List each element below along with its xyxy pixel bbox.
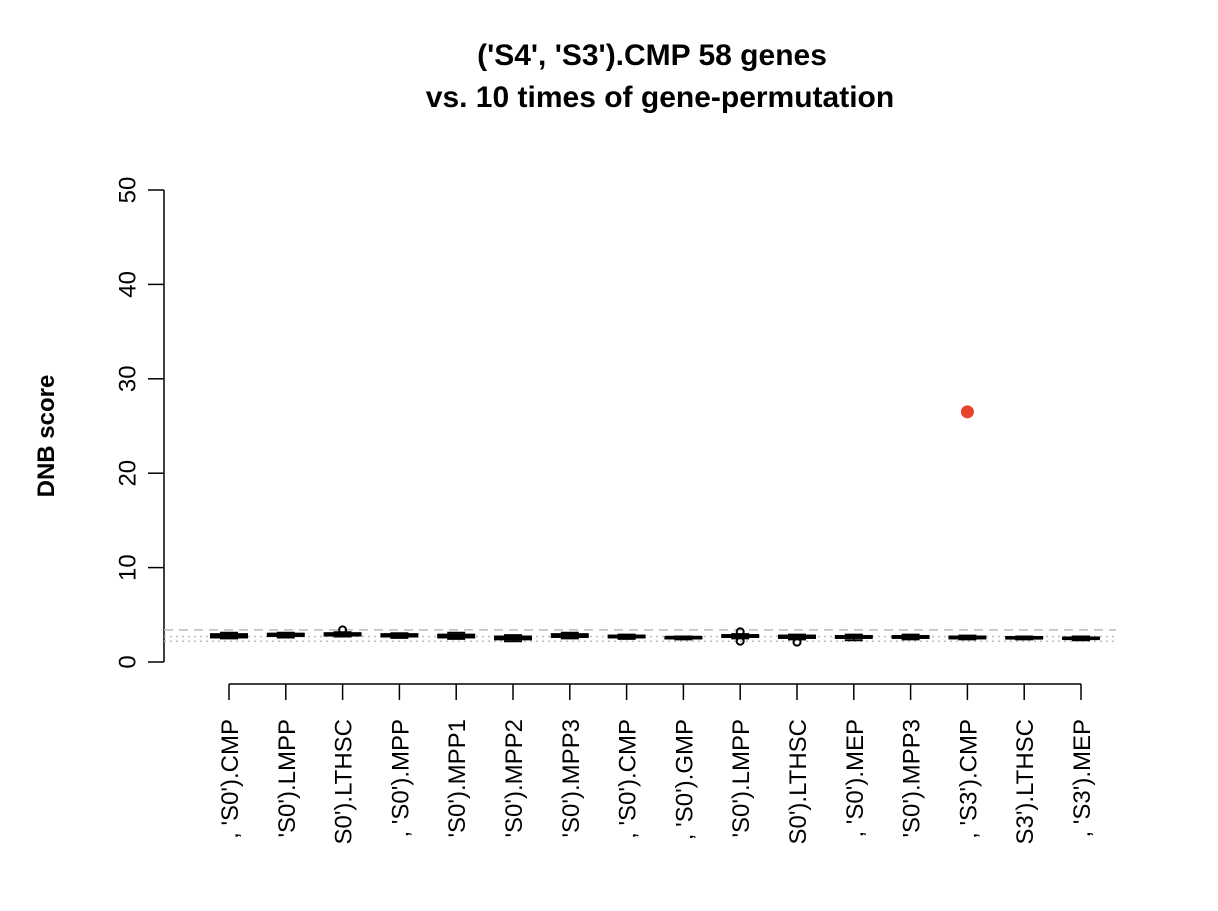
- x-tick-label: , 'S0').MPP: [387, 719, 414, 838]
- y-tick-label: 20: [115, 460, 142, 487]
- x-tick-label: , 'S0').MEP: [842, 719, 869, 838]
- box-plot: [891, 633, 930, 641]
- y-tick-label: 40: [115, 271, 142, 298]
- box-outlier: [338, 625, 348, 635]
- x-tick-label: 'S0').MPP2: [501, 719, 528, 838]
- x-axis: , 'S0').CMP 'S0').LMPP S0').LTHSC , 'S0').M…: [217, 683, 1096, 845]
- box-plot: [948, 634, 987, 641]
- box-plot: [721, 627, 760, 646]
- box-plot: [607, 633, 646, 640]
- y-tick-label: 0: [115, 655, 142, 668]
- observed-score-point: [960, 405, 974, 419]
- box-plot: [494, 634, 532, 643]
- box-plot: [380, 632, 419, 639]
- box-outlier: [792, 637, 802, 647]
- chart-title-line-1: ('S4', 'S3').CMP 58 genes: [477, 39, 827, 72]
- x-tick-label: , 'S3').CMP: [955, 719, 982, 839]
- box-plot: [778, 633, 816, 647]
- box-plot: [437, 631, 476, 640]
- box-plot: [550, 631, 589, 640]
- x-tick-label: , 'S0').CMP: [217, 719, 244, 839]
- y-axis-title: DNB score: [33, 375, 60, 498]
- x-tick-label: 'S0').LMPP: [728, 719, 755, 838]
- box-plot: [210, 631, 248, 640]
- y-tick-label: 50: [115, 177, 142, 204]
- x-tick-label: 'S0').MPP3: [899, 719, 926, 838]
- y-tick-label: 10: [115, 554, 142, 581]
- chart-title-line-2: vs. 10 times of gene-permutation: [426, 81, 894, 114]
- box-plot: [664, 635, 703, 641]
- box-outlier: [735, 636, 745, 646]
- box-plot: [1062, 635, 1100, 642]
- box-plot: [834, 633, 873, 642]
- x-tick-label: 'S0').LMPP: [274, 719, 301, 838]
- x-tick-label: , 'S0').CMP: [615, 719, 642, 839]
- box-plot: [266, 631, 305, 639]
- box-plot: [323, 625, 362, 638]
- x-tick-label: S0').LTHSC: [785, 719, 812, 845]
- x-tick-label: , 'S3').MEP: [1069, 719, 1096, 838]
- box-series: [210, 625, 1100, 647]
- x-tick-label: S0').LTHSC: [331, 719, 358, 845]
- box-plot: [1005, 635, 1044, 641]
- x-tick-label: S3').LTHSC: [1012, 719, 1039, 845]
- x-tick-label: , 'S0').GMP: [671, 719, 698, 840]
- y-tick-label: 30: [115, 365, 142, 392]
- x-tick-label: 'S0').MPP1: [444, 719, 471, 838]
- observed-points: [960, 405, 974, 419]
- y-axis: 0 10 20 30 40 50: [115, 177, 165, 669]
- box-outlier: [735, 627, 745, 637]
- x-tick-label: 'S0').MPP3: [558, 719, 585, 838]
